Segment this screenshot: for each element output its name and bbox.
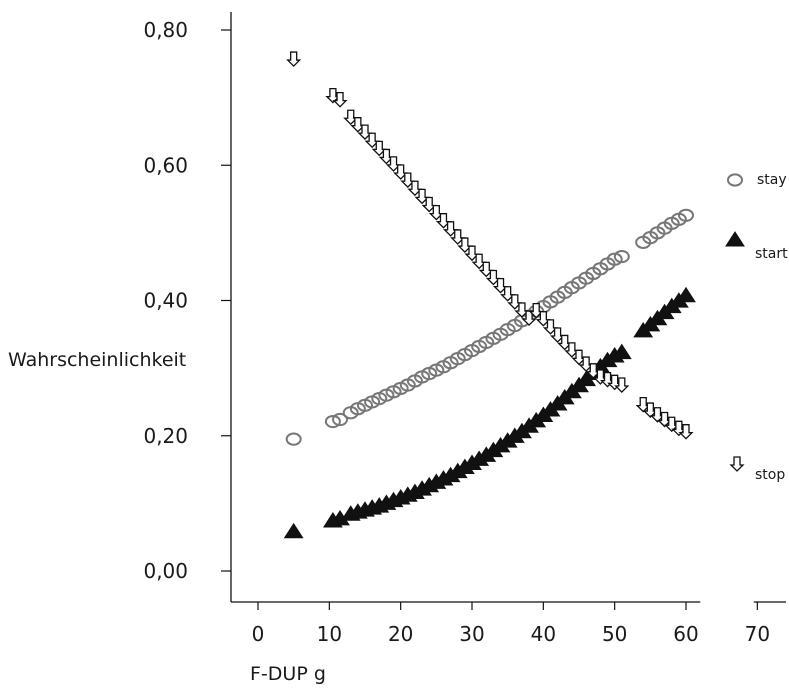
data-point-stop (564, 342, 580, 358)
data-point-stay (324, 414, 341, 429)
data-point-stop (378, 148, 394, 165)
data-point-stop (471, 253, 487, 270)
data-point-start (611, 343, 632, 360)
data-point-stop (585, 363, 601, 379)
data-point-stop (478, 261, 494, 278)
data-point-stop (332, 92, 348, 108)
x-tick-label: 30 (459, 622, 484, 646)
y-tick-label: 0,00 (143, 559, 188, 583)
data-point-stop (514, 302, 530, 318)
x-tick-label: 50 (602, 622, 627, 646)
data-point-stop (428, 204, 444, 221)
data-point-stop (578, 356, 594, 372)
data-point-stop (485, 269, 501, 286)
x-tick-label: 10 (317, 622, 342, 646)
series-layer (283, 51, 696, 539)
data-point-stop (385, 156, 402, 172)
data-point-stop (371, 140, 387, 157)
data-point-stop (325, 87, 341, 104)
data-point-stop (421, 196, 437, 213)
data-point-stop (435, 213, 452, 229)
data-point-start (676, 286, 696, 303)
y-tick-label: 0,20 (143, 424, 188, 448)
x-ticks: 0 10 20 30 40 50 60 70 (252, 602, 770, 646)
legend-item-start: start (725, 231, 788, 262)
data-point-stop (542, 319, 559, 335)
data-point-stop (457, 237, 473, 253)
data-point-stop (407, 180, 423, 197)
data-point-stay (332, 412, 349, 427)
x-tick-label: 70 (745, 622, 770, 646)
legend-item-stop: stop (729, 456, 785, 483)
data-point-stop (500, 286, 516, 302)
legend-marker-stop (729, 456, 745, 472)
data-point-stop (635, 396, 651, 413)
data-point-stop (414, 188, 430, 205)
series-stay (285, 208, 694, 446)
data-point-stop (400, 172, 416, 189)
legend-marker-start (725, 231, 745, 247)
data-point-stop (614, 377, 630, 393)
data-point-stop (464, 245, 480, 262)
legend-item-stay: stay (727, 172, 787, 188)
data-point-stop (507, 294, 523, 310)
data-point-stop (286, 51, 302, 67)
data-point-start (283, 522, 304, 539)
y-tick-label: 0,40 (143, 289, 188, 313)
data-point-stop (393, 164, 409, 180)
data-point-stop (557, 334, 573, 351)
data-point-stop (657, 411, 673, 428)
y-axis-title: Wahrscheinlichkeit (8, 349, 186, 371)
data-point-stay (613, 249, 630, 264)
y-ticks: 0,00 0,20 0,40 0,60 0,80 (143, 18, 231, 583)
data-point-stop (664, 416, 680, 433)
data-point-stop (343, 109, 359, 126)
data-point-stop (350, 117, 366, 133)
data-point-stop (535, 311, 551, 327)
y-tick-label: 0,60 (143, 153, 188, 177)
data-point-stop (364, 132, 380, 149)
series-stop (286, 51, 694, 440)
data-point-stay (678, 208, 694, 222)
data-point-stop (443, 221, 459, 237)
y-tick-label: 0,80 (143, 18, 188, 42)
legend: stay start stop (725, 172, 788, 483)
data-point-stay (285, 432, 302, 446)
legend-marker-stay (727, 173, 743, 187)
data-point-stop (492, 277, 509, 294)
data-point-stop (571, 349, 587, 366)
legend-label-stay: stay (757, 172, 787, 188)
data-point-stop (678, 424, 694, 440)
data-point-stop (642, 402, 658, 418)
legend-label-start: start (755, 246, 788, 262)
data-point-stop (528, 302, 544, 319)
x-tick-label: 40 (531, 622, 556, 646)
data-point-stop (357, 124, 373, 141)
x-tick-label: 20 (388, 622, 413, 646)
legend-label-stop: stop (755, 467, 785, 483)
series-start (283, 286, 696, 539)
data-point-stop (450, 229, 466, 245)
x-tick-label: 60 (673, 622, 698, 646)
axes (230, 12, 786, 603)
x-axis-title: F-DUP g (250, 663, 326, 685)
x-tick-label: 0 (252, 622, 265, 646)
data-point-stop (550, 327, 566, 343)
data-point-stop (649, 407, 666, 423)
